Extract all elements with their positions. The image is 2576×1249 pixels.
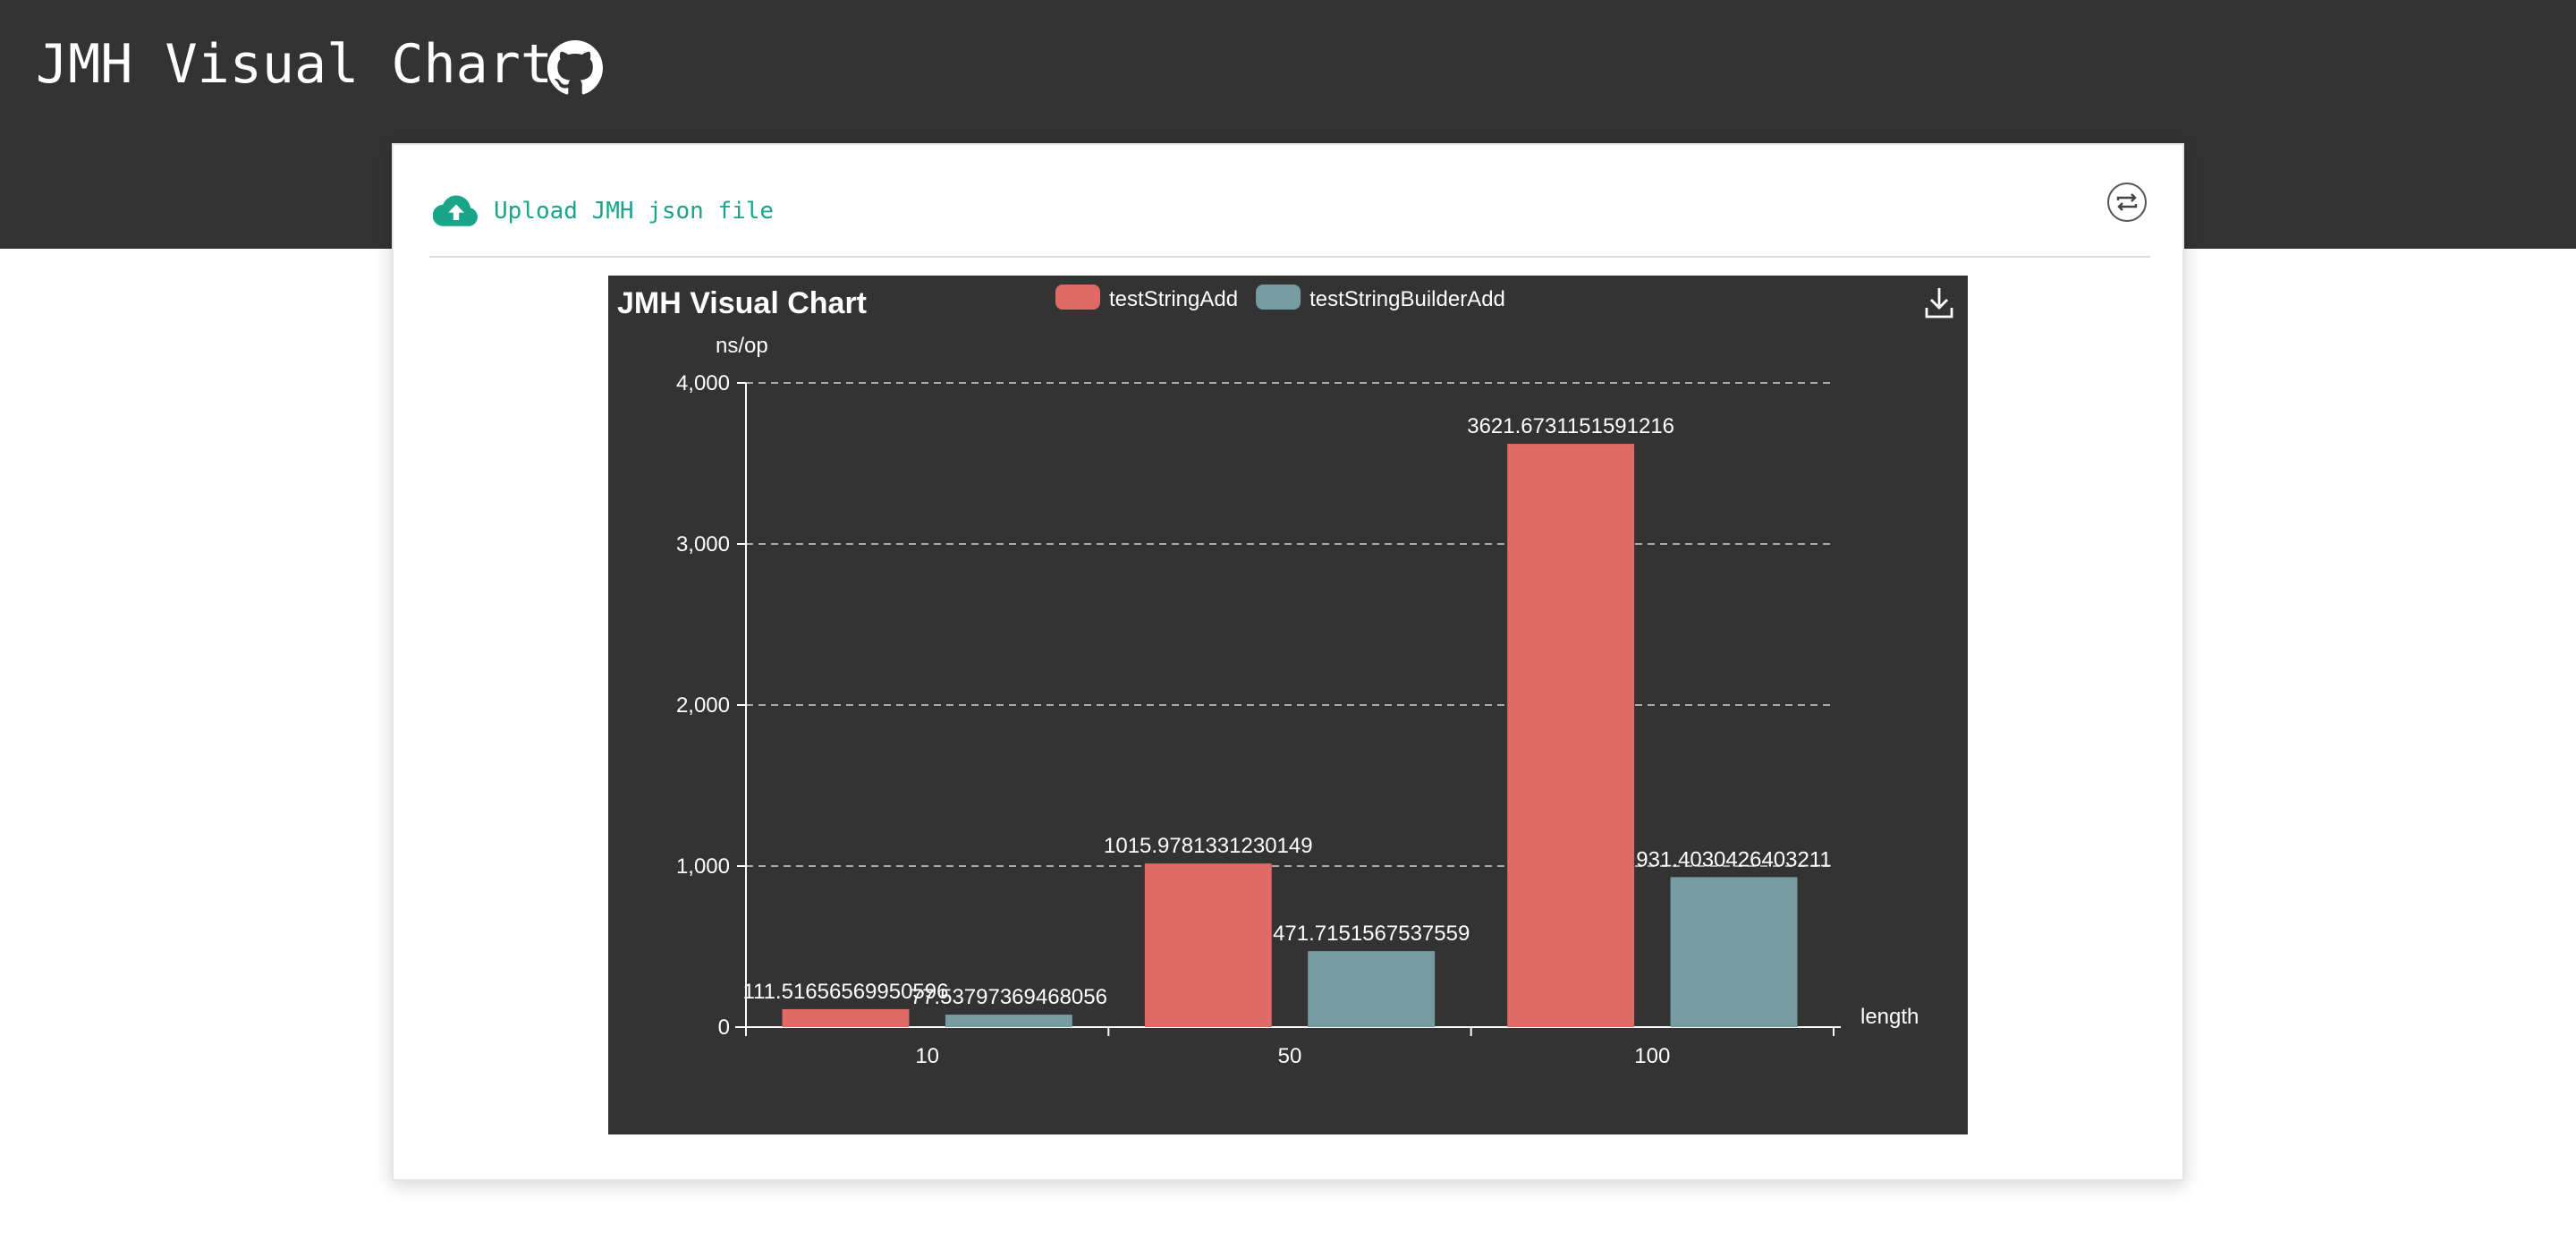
legend-swatch bbox=[1256, 285, 1301, 310]
y-axis-label: ns/op bbox=[716, 334, 768, 358]
x-tick-label: 50 bbox=[1278, 1044, 1302, 1068]
main-card: Upload JMH json file JMH Visual Chart te… bbox=[392, 143, 2184, 1181]
bar[interactable] bbox=[1670, 877, 1798, 1027]
bar[interactable] bbox=[782, 1008, 910, 1027]
download-icon bbox=[1930, 288, 1948, 310]
data-label: 77.53797369468056 bbox=[911, 985, 1107, 1009]
legend-label: testStringBuilderAdd bbox=[1309, 287, 1505, 311]
download-button[interactable] bbox=[1919, 283, 1959, 322]
bar-chart: JMH Visual Chart testStringAdd testString… bbox=[617, 283, 1959, 1068]
x-tick-label: 10 bbox=[915, 1044, 939, 1068]
data-label: 1015.9781331230149 bbox=[1104, 834, 1313, 858]
y-tick-label: 0 bbox=[718, 1015, 730, 1040]
bar[interactable] bbox=[1144, 863, 1272, 1027]
bar[interactable] bbox=[945, 1015, 1072, 1027]
legend-item[interactable]: testStringAdd bbox=[1055, 285, 1238, 311]
data-label: 3621.6731151591216 bbox=[1467, 414, 1674, 438]
chart-title: JMH Visual Chart bbox=[617, 286, 867, 320]
data-label: 471.7151567537559 bbox=[1273, 922, 1470, 946]
y-tick-label: 1,000 bbox=[676, 854, 730, 879]
y-tick-label: 2,000 bbox=[676, 693, 730, 718]
legend-swatch bbox=[1055, 285, 1100, 310]
app-title: JMH Visual Chart bbox=[36, 33, 553, 96]
x-axis-label: length bbox=[1860, 1005, 1919, 1029]
y-tick-label: 3,000 bbox=[676, 532, 730, 557]
data-label: 931.4030426403211 bbox=[1636, 847, 1831, 871]
divider bbox=[429, 256, 2150, 258]
legend-label: testStringAdd bbox=[1109, 287, 1238, 311]
bar[interactable] bbox=[1507, 444, 1635, 1027]
upload-label: Upload JMH json file bbox=[494, 198, 775, 225]
x-tick-label: 100 bbox=[1634, 1044, 1670, 1068]
cloud-upload-icon bbox=[433, 195, 478, 226]
chart-container: JMH Visual Chart testStringAdd testString… bbox=[608, 276, 1968, 1134]
github-icon[interactable] bbox=[547, 40, 603, 96]
data-label: 111.51656569950596 bbox=[742, 980, 948, 1004]
switch-view-button[interactable] bbox=[2107, 183, 2147, 222]
bar[interactable] bbox=[1308, 951, 1436, 1027]
legend-item[interactable]: testStringBuilderAdd bbox=[1256, 285, 1505, 311]
switch-view-icon bbox=[2116, 193, 2138, 211]
upload-button[interactable]: Upload JMH json file bbox=[433, 191, 774, 231]
y-tick-label: 4,000 bbox=[676, 371, 730, 395]
